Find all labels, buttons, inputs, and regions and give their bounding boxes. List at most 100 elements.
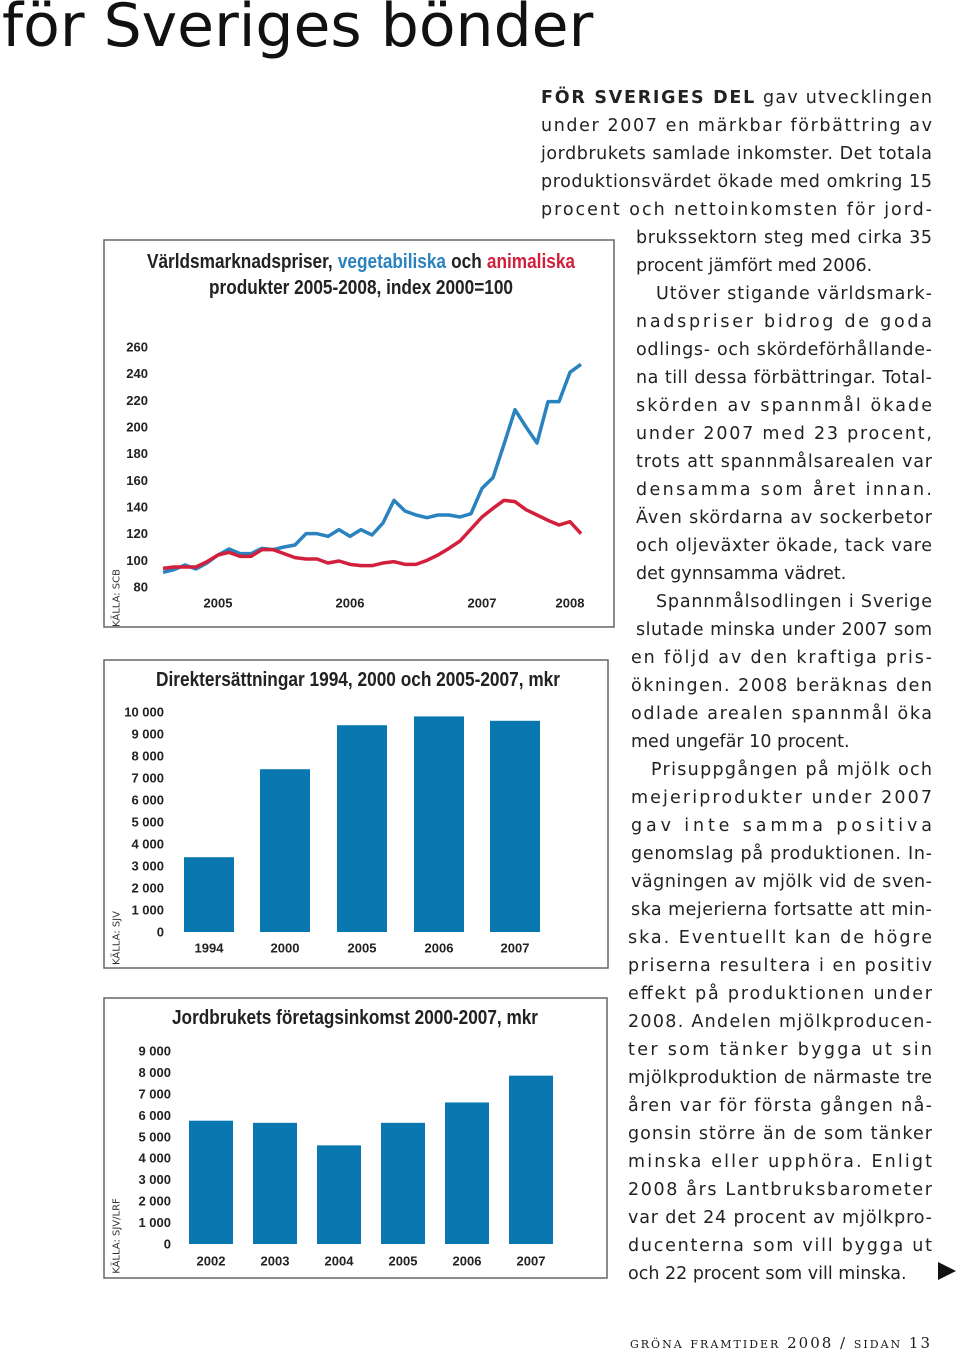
body-line: ska. Eventuellt kan de högre	[628, 928, 932, 948]
x-tick-label: 2000	[271, 941, 300, 956]
x-tick-label: 2006	[336, 596, 365, 611]
chart-title: Direktersättningar 1994, 2000 och 2005-2…	[156, 669, 560, 691]
body-text: gav utvecklingen	[763, 88, 932, 108]
y-tick-label: 240	[126, 366, 148, 381]
source-label: KÄLLA: SJV	[110, 911, 123, 965]
body-line: Även skördarna av sockerbetor	[636, 507, 933, 528]
y-tick-label: 6 000	[131, 793, 164, 808]
body-line: gonsin större än de som tänker	[628, 1124, 933, 1144]
body-line: procent och nettoinkomsten för jord-	[541, 200, 932, 220]
chart-title: Jordbrukets företagsinkomst 2000-2007, m…	[172, 1007, 538, 1029]
y-tick-label: 8 000	[138, 1065, 171, 1080]
y-tick-label: 120	[126, 526, 148, 541]
y-tick-label: 9 000	[131, 727, 164, 742]
bar	[490, 720, 540, 932]
y-tick-label: 0	[157, 925, 164, 940]
body-line: skörden av spannmål ökade	[636, 395, 932, 416]
chart-frame	[103, 239, 615, 628]
y-tick-label: 10 000	[124, 705, 164, 720]
x-tick-label: 2007	[468, 596, 497, 611]
legend-label: vegetabiliska	[338, 251, 447, 273]
body-line: åren var för första gången nå-	[628, 1095, 932, 1116]
body-line: 2008 års Lantbruksbarometer	[628, 1179, 933, 1200]
body-line: med ungefär 10 procent.	[631, 732, 850, 752]
body-line: brukssektorn steg med cirka 35	[636, 228, 932, 248]
body-line: Utöver stigande världsmark-	[656, 284, 932, 304]
y-tick-label: 3 000	[131, 859, 164, 874]
bar	[184, 857, 234, 932]
body-line: odlings- och skördeförhållande-	[636, 339, 932, 360]
x-tick-label: 2004	[325, 1254, 355, 1269]
bar	[317, 1145, 361, 1244]
body-line: ter som tänker bygga ut sin	[628, 1040, 932, 1060]
chart-title: Världsmarknadspriser,vegetabiliskaochani…	[147, 251, 576, 273]
body-line: slutade minska under 2007 som	[636, 620, 932, 640]
body-line: vägningen av mjölk vid de sven-	[631, 872, 932, 892]
body-line: densamma som året innan.	[636, 479, 932, 500]
y-tick-label: 0	[164, 1237, 171, 1252]
body-line: trots att spannmålsarealen var	[636, 451, 933, 472]
y-tick-label: 160	[126, 473, 148, 488]
body-line: minska eller upphöra. Enligt	[628, 1152, 932, 1172]
body-line: FÖR SVERIGES DEL gav utvecklingen	[541, 86, 932, 108]
body-line: procent jämfört med 2006.	[636, 256, 872, 276]
chart-title: produkter 2005-2008, index 2000=100	[209, 277, 513, 299]
bar	[381, 1122, 425, 1244]
chart-frame	[103, 659, 609, 969]
y-tick-label: 100	[126, 553, 148, 568]
line-series	[162, 362, 583, 575]
body-line: under 2007 en märkbar förbättring av	[541, 116, 932, 136]
bar	[189, 1120, 233, 1244]
y-tick-label: 7 000	[131, 771, 164, 786]
y-tick-label: 1 000	[131, 903, 164, 918]
body-line: ducenterna som vill bygga ut	[628, 1236, 932, 1256]
y-tick-label: 4 000	[131, 837, 164, 852]
x-tick-label: 1994	[195, 941, 225, 956]
body-line: ökningen. 2008 beräknas den	[631, 676, 932, 696]
x-tick-label: 2003	[261, 1254, 290, 1269]
body-line: genomslag på produktionen. In-	[631, 843, 932, 864]
body-line: effekt på produktionen under	[628, 983, 933, 1004]
y-tick-label: 180	[126, 446, 148, 461]
bar	[253, 1122, 297, 1244]
body-line: Prisuppgången på mjölk och	[651, 759, 932, 780]
headline: för Sveriges bönder	[2, 0, 594, 61]
body-line: det gynnsamma vädret.	[636, 564, 846, 584]
body-line: 2008. Andelen mjölkproducen-	[628, 1012, 932, 1032]
source-label: KÄLLA: SCB	[110, 569, 123, 627]
y-tick-label: 80	[134, 580, 148, 595]
y-tick-label: 5 000	[131, 815, 164, 830]
x-tick-label: 2006	[453, 1254, 482, 1269]
x-tick-label: 2007	[517, 1254, 546, 1269]
x-tick-label: 2008	[556, 596, 585, 611]
legend-label: animaliska	[487, 251, 576, 273]
y-tick-label: 6 000	[138, 1108, 171, 1123]
y-tick-label: 2 000	[131, 881, 164, 896]
bar	[445, 1102, 489, 1244]
x-tick-label: 2005	[204, 596, 233, 611]
bar	[260, 769, 310, 932]
y-tick-label: 7 000	[138, 1086, 171, 1101]
body-line: en följd av den kraftiga pris-	[631, 648, 932, 668]
chart-title-part: och	[451, 251, 482, 273]
y-tick-label: 8 000	[131, 749, 164, 764]
body-line: nadspriser bidrog de goda	[636, 312, 932, 332]
x-tick-label: 2006	[425, 941, 454, 956]
body-line: mejeriprodukter under 2007	[631, 788, 932, 808]
y-tick-label: 5 000	[138, 1129, 171, 1144]
y-tick-label: 220	[126, 393, 148, 408]
bar	[337, 725, 387, 932]
y-tick-label: 4 000	[138, 1151, 171, 1166]
x-tick-label: 2005	[389, 1254, 418, 1269]
line-series	[162, 498, 583, 571]
body-line: gav inte samma positiva	[631, 816, 932, 836]
body-line: ska mejerierna fortsatte att min-	[631, 900, 932, 920]
y-tick-label: 200	[126, 420, 148, 435]
body-line: jordbrukets samlade inkomster. Det total…	[540, 144, 932, 164]
footer: gröna framtider 2008 / sidan 13	[630, 1334, 932, 1352]
body-line: och oljeväxter ökade, tack vare	[636, 536, 932, 556]
body-line: na till dessa förbättringar. Total-	[636, 368, 932, 388]
y-tick-label: 140	[126, 500, 148, 515]
y-tick-label: 2 000	[138, 1194, 171, 1209]
